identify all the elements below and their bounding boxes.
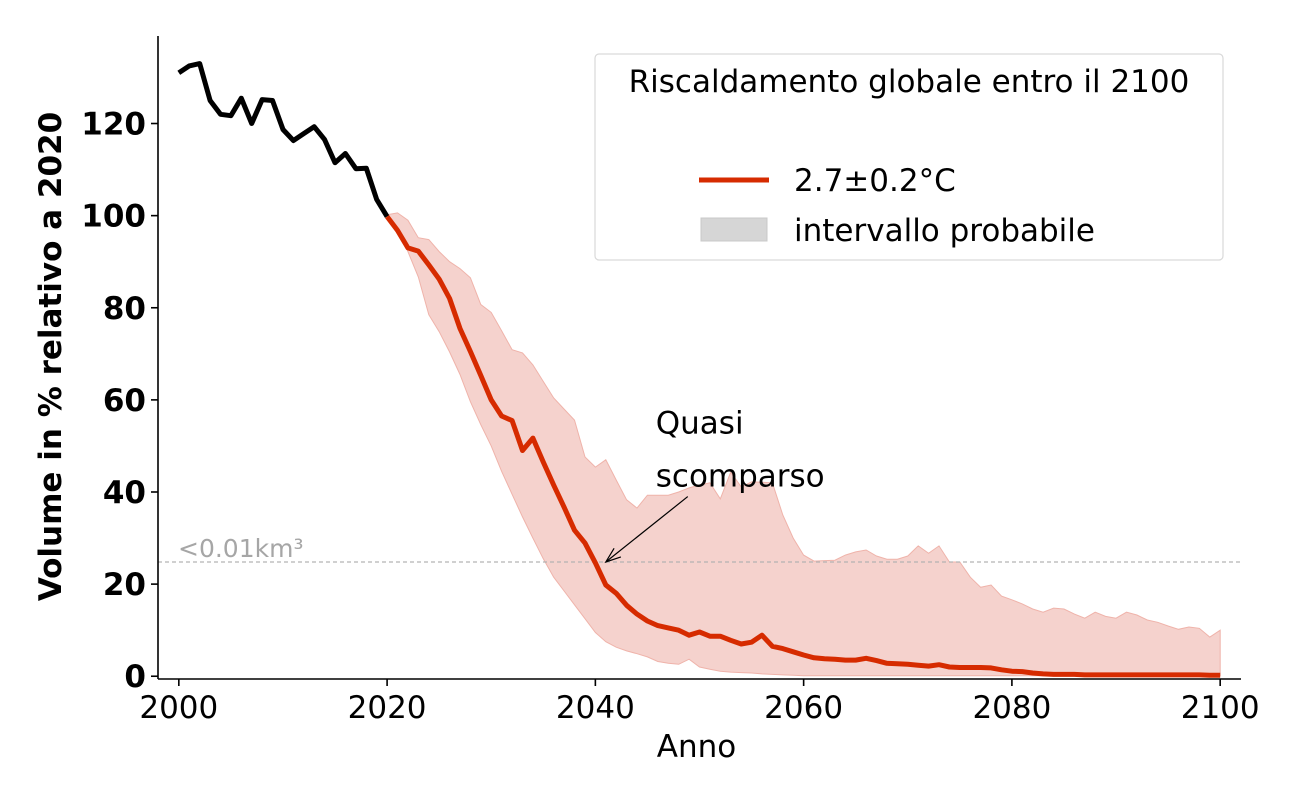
y-tick-label: 120 xyxy=(81,107,146,143)
legend-entry-projection: 2.7±0.2°C xyxy=(794,163,956,199)
likely-range-band-layer xyxy=(386,212,1221,677)
x-tick-label: 2080 xyxy=(972,690,1051,726)
x-axis-ticks: 2000 2020 2040 2060 2080 2100 xyxy=(139,679,1260,726)
legend-patch-swatch xyxy=(700,217,768,242)
x-tick-label: 2100 xyxy=(1181,690,1260,726)
y-tick-label: 80 xyxy=(103,291,146,327)
historical-line xyxy=(177,61,390,218)
annotation-text-line-2: scomparso xyxy=(656,459,825,495)
legend-title: Riscaldamento globale entro il 2100 xyxy=(629,64,1190,100)
y-tick-label: 60 xyxy=(103,383,146,419)
annotation-arrow-shaft xyxy=(605,496,689,563)
x-tick-label: 2020 xyxy=(348,690,427,726)
y-axis-label: Volume in % relativo a 2020 xyxy=(33,112,69,601)
likely-range-band xyxy=(386,212,1221,677)
annotation-text-line-1: Quasi xyxy=(656,406,744,442)
y-tick-label: 0 xyxy=(124,659,146,695)
threshold-label: <0.01km³ xyxy=(178,534,303,563)
series-line-layer xyxy=(177,61,1221,678)
y-tick-label: 100 xyxy=(81,199,146,235)
y-tick-label: 20 xyxy=(103,567,146,603)
arrow-head-icon xyxy=(604,547,622,564)
x-axis-label: Anno xyxy=(657,729,736,765)
legend-frame xyxy=(594,53,1224,261)
legend: Riscaldamento globale entro il 2100 2.7±… xyxy=(594,53,1224,261)
annotation-quasi-scomparso: Quasi scomparso xyxy=(604,406,825,564)
y-axis-ticks: 0 20 40 60 80 100 120 xyxy=(81,107,158,695)
legend-entry-likely-range: intervallo probabile xyxy=(794,213,1095,249)
y-tick-label: 40 xyxy=(103,475,146,511)
x-tick-label: 2000 xyxy=(139,690,218,726)
x-tick-label: 2040 xyxy=(556,690,635,726)
projection-line-0 xyxy=(385,215,1221,678)
x-tick-label: 2060 xyxy=(764,690,843,726)
